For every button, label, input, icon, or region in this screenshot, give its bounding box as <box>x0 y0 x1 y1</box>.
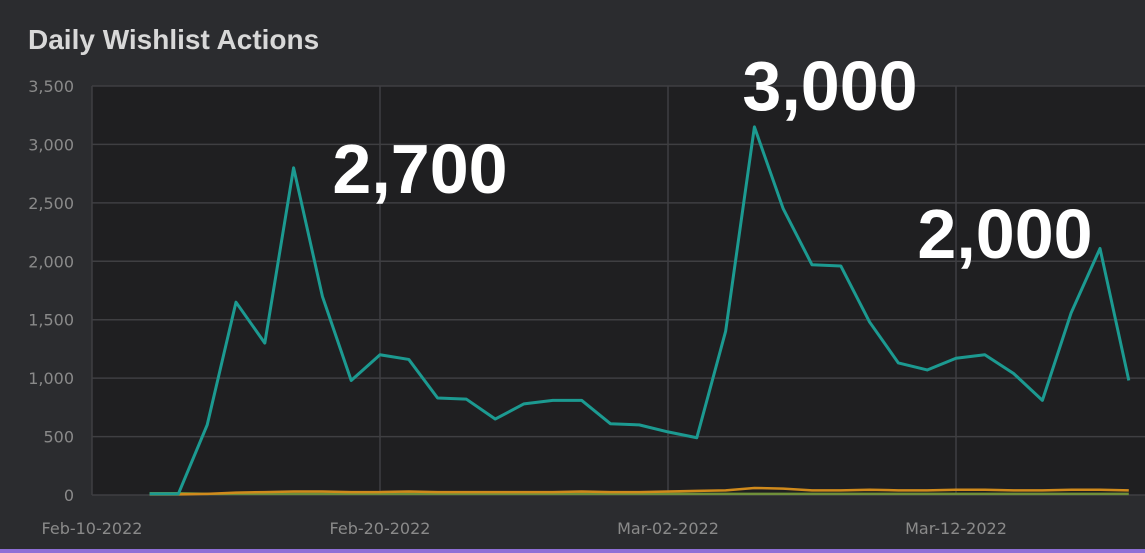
x-tick-label: Feb-20-2022 <box>330 519 431 538</box>
y-tick-label: 2,500 <box>28 194 74 213</box>
y-tick-label: 500 <box>43 428 74 447</box>
series-line-2 <box>149 486 1129 496</box>
annotation-3: 2,000 <box>917 195 1092 273</box>
plot-area <box>92 86 1145 495</box>
y-tick-label: 2,000 <box>28 252 74 271</box>
chart-title: Daily Wishlist Actions <box>28 24 320 55</box>
series-line-3 <box>149 491 1129 496</box>
y-tick-label: 1,000 <box>28 369 74 388</box>
y-tick-label: 3,000 <box>28 135 74 154</box>
y-tick-label: 0 <box>64 486 74 505</box>
x-tick-label: Mar-02-2022 <box>617 519 719 538</box>
y-tick-label: 3,500 <box>28 77 74 96</box>
series-line-1 <box>149 125 1131 496</box>
x-tick-label: Mar-12-2022 <box>905 519 1007 538</box>
bottom-border <box>0 549 1145 553</box>
x-tick-label: Feb-10-2022 <box>42 519 143 538</box>
y-tick-label: 1,500 <box>28 311 74 330</box>
annotation-1: 2,700 <box>332 130 507 208</box>
annotation-2: 3,000 <box>742 47 917 125</box>
